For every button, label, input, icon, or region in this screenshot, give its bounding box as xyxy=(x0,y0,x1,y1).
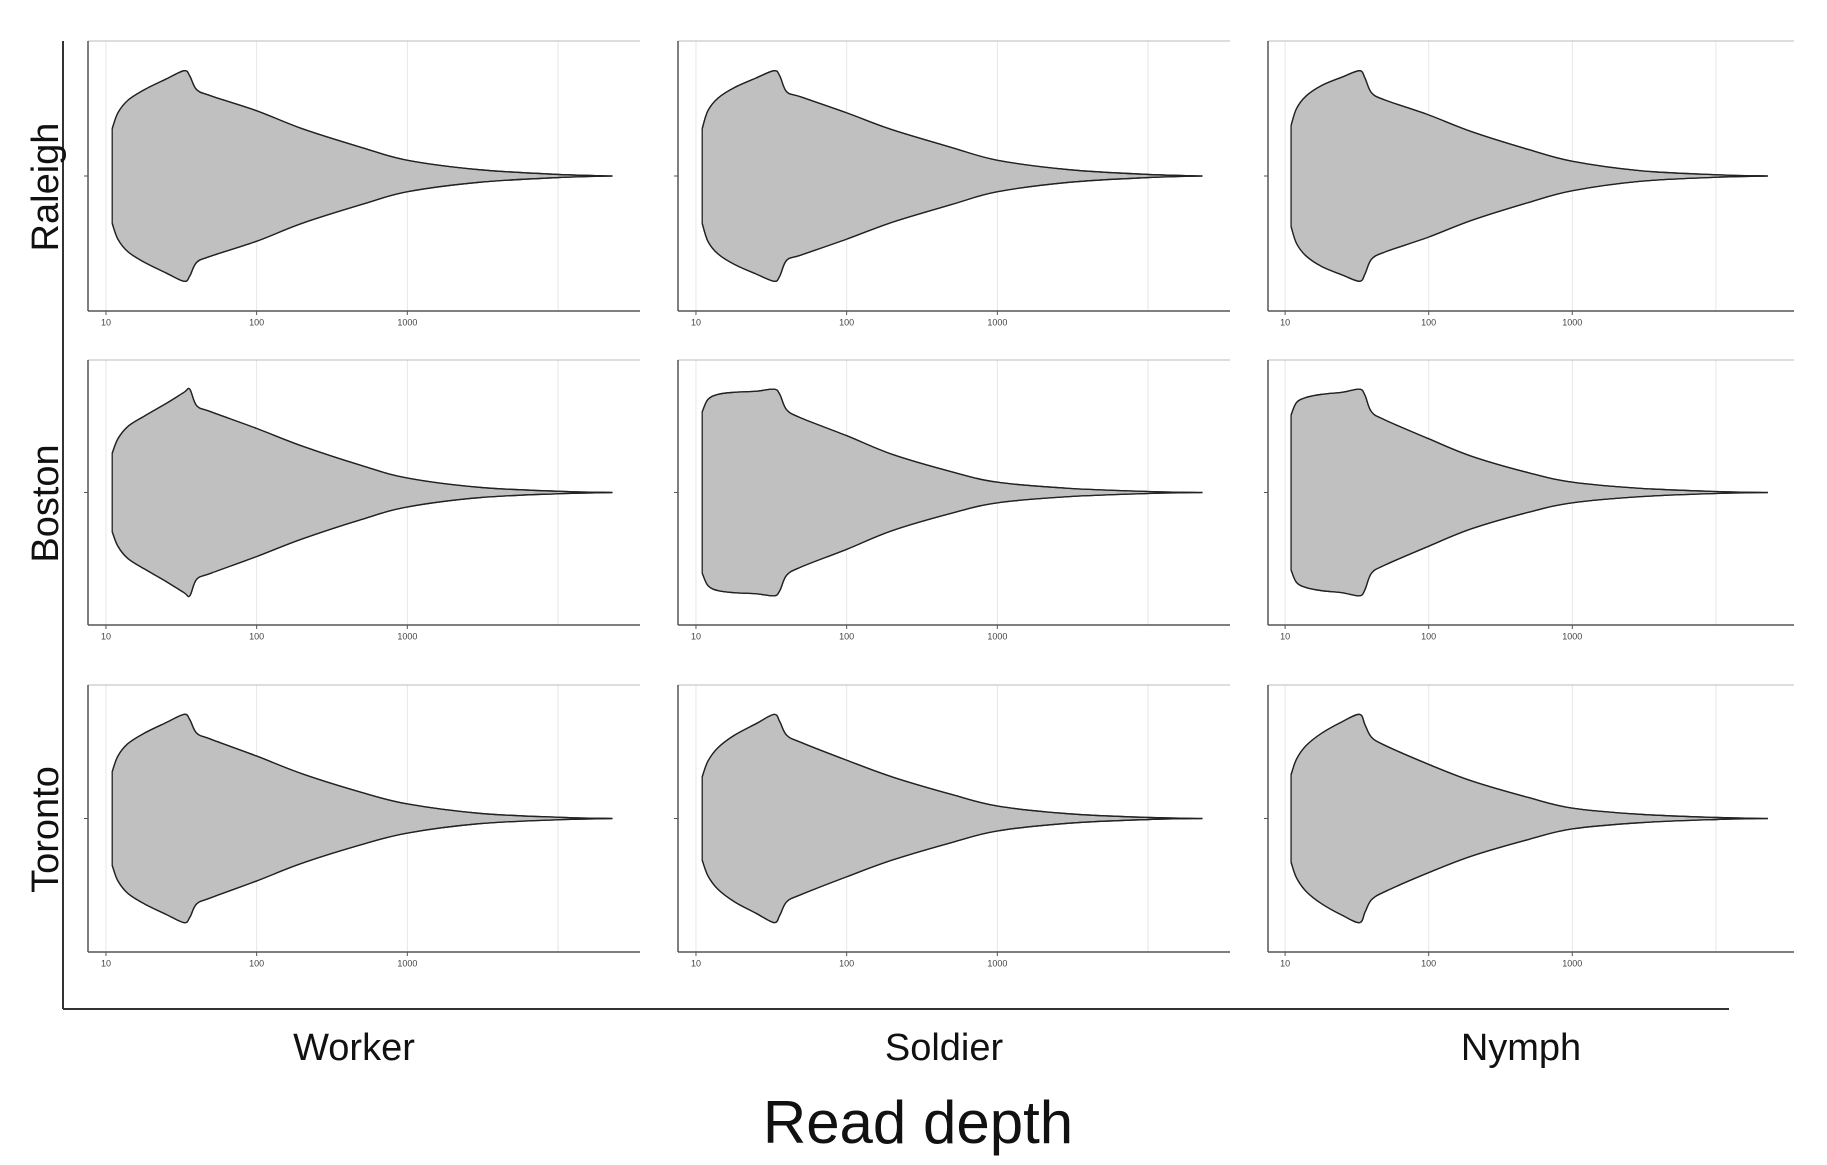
violin-lower xyxy=(1290,175,1768,282)
violin-lower xyxy=(111,817,613,924)
x-tick-label: 1000 xyxy=(1562,317,1582,327)
row-label: Raleigh xyxy=(25,123,67,252)
x-tick-label: 1000 xyxy=(987,958,1007,968)
violin-lower xyxy=(111,175,613,283)
violin-lower xyxy=(701,175,1203,282)
x-tick-label: 100 xyxy=(249,317,264,327)
violin-upper xyxy=(111,69,613,177)
panel: 10 100 1000 xyxy=(1264,40,1794,327)
violin-lower xyxy=(1290,817,1768,924)
violin-upper xyxy=(1290,713,1768,820)
x-tick-label: 100 xyxy=(839,317,854,327)
x-tick-label: 100 xyxy=(839,631,854,641)
x-tick-label: 10 xyxy=(1280,317,1290,327)
violin-upper xyxy=(701,70,1203,177)
x-tick-label: 10 xyxy=(691,317,701,327)
violin-body xyxy=(1290,70,1768,282)
column-label: Soldier xyxy=(885,1027,1004,1069)
x-tick-label: 1000 xyxy=(397,631,417,641)
panel: 10 100 1000 xyxy=(1264,359,1794,641)
row-label: Toronto xyxy=(25,766,67,893)
x-tick-label: 1000 xyxy=(397,958,417,968)
violin-lower xyxy=(701,817,1203,924)
violin-body xyxy=(111,387,613,598)
panel: 10 100 1000 xyxy=(84,40,640,327)
x-tick-label: 1000 xyxy=(987,631,1007,641)
x-tick-label: 100 xyxy=(1421,958,1436,968)
x-tick-label: 100 xyxy=(839,958,854,968)
violin-upper xyxy=(701,713,1203,820)
panel: 10 100 1000 xyxy=(84,684,640,968)
violin-body xyxy=(1290,388,1768,597)
x-tick-label: 10 xyxy=(101,317,111,327)
violin-upper xyxy=(111,387,613,494)
x-tick-label: 100 xyxy=(1421,317,1436,327)
violin-upper xyxy=(111,713,613,820)
x-tick-label: 10 xyxy=(1280,958,1290,968)
panel: 10 100 1000 xyxy=(674,684,1230,968)
violin-body xyxy=(111,69,613,283)
x-tick-label: 10 xyxy=(101,631,111,641)
violin-body xyxy=(111,713,613,924)
x-tick-label: 1000 xyxy=(1562,631,1582,641)
x-tick-label: 100 xyxy=(1421,631,1436,641)
violin-upper xyxy=(1290,70,1768,177)
violin-lower xyxy=(701,491,1203,597)
panel: 10 100 1000 xyxy=(84,359,640,641)
column-label: Nymph xyxy=(1461,1027,1581,1069)
panel: 10 100 1000 xyxy=(674,40,1230,327)
x-tick-label: 10 xyxy=(691,958,701,968)
panel: 10 100 1000 xyxy=(1264,684,1794,968)
column-label: Worker xyxy=(293,1027,415,1069)
x-tick-label: 100 xyxy=(249,631,264,641)
x-tick-label: 1000 xyxy=(987,317,1007,327)
violin-upper xyxy=(1290,388,1768,494)
violin-body xyxy=(701,713,1203,924)
panel: 10 100 1000 xyxy=(674,359,1230,641)
violin-lower xyxy=(111,491,613,598)
x-tick-label: 100 xyxy=(249,958,264,968)
x-tick-label: 10 xyxy=(101,958,111,968)
row-label: Boston xyxy=(25,444,67,562)
x-axis-title: Read depth xyxy=(763,1089,1073,1156)
x-tick-label: 1000 xyxy=(397,317,417,327)
x-tick-label: 10 xyxy=(691,631,701,641)
violin-body xyxy=(701,70,1203,282)
x-tick-label: 10 xyxy=(1280,631,1290,641)
x-tick-label: 1000 xyxy=(1562,958,1582,968)
violin-body xyxy=(1290,713,1768,924)
violin-lower xyxy=(1290,491,1768,597)
violin-upper xyxy=(701,388,1203,494)
violin-body xyxy=(701,388,1203,597)
